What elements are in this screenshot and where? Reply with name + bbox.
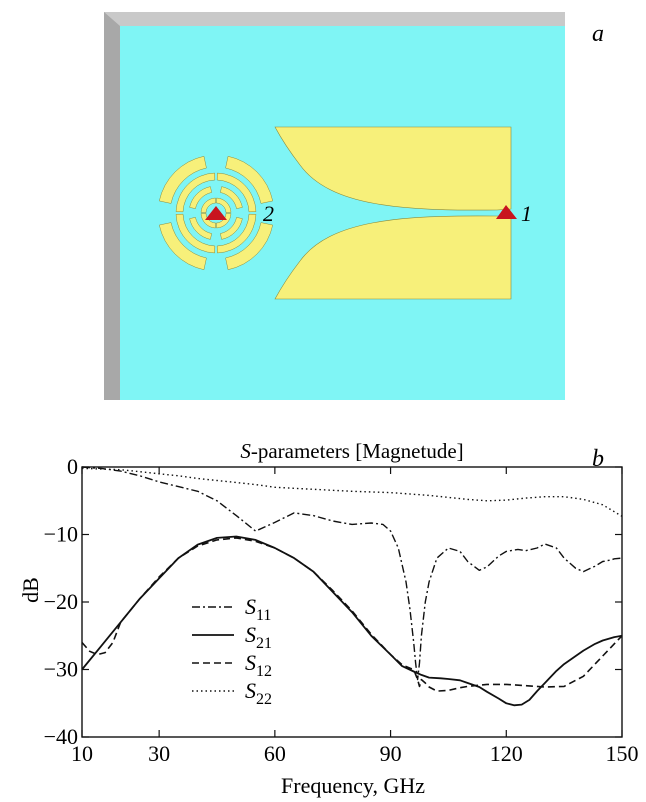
plot-frame	[81, 466, 623, 738]
substrate-bevel-left	[104, 12, 120, 400]
series-line-s21	[81, 535, 623, 707]
x-tick-label: 60	[264, 741, 286, 766]
ring-segment	[175, 172, 216, 213]
antenna-layout-panel: 1 2 a	[104, 12, 604, 400]
series-lines	[81, 466, 623, 707]
ring-segment	[225, 222, 274, 271]
series-line-s11	[81, 466, 623, 681]
y-tick-label: −10	[44, 522, 78, 547]
ring-segment	[200, 197, 216, 213]
chart-title-text: S-parameters [Magnetude]	[240, 439, 463, 463]
legend-label-s11: S11	[245, 594, 271, 624]
panel-a-label: a	[592, 21, 604, 47]
series-line-s12	[81, 537, 623, 692]
y-tick-label: −40	[44, 724, 78, 749]
ring-segment	[216, 213, 232, 229]
ring-segment	[158, 155, 207, 204]
port-2-marker	[205, 206, 227, 220]
ring-segment	[216, 172, 257, 213]
ring-segment	[158, 222, 207, 271]
x-tick-label: 120	[490, 741, 523, 766]
slot-ring-antenna	[158, 155, 274, 271]
x-tick-label: 150	[606, 741, 639, 766]
y-tick-label: 0	[67, 454, 78, 479]
ring-segment	[225, 155, 274, 204]
vivaldi-upper-arm	[274, 126, 512, 211]
ring-segment	[175, 213, 216, 254]
ring-segment	[200, 213, 216, 229]
ring-segment	[189, 186, 212, 209]
vivaldi-lower-arm	[274, 215, 512, 300]
y-tick-label: −30	[44, 657, 78, 682]
axis-ticks: 10 30 60 90 120 150 0 −10 −20 −30 −40	[44, 454, 639, 766]
ring-segment	[216, 197, 232, 213]
x-tick-label: 90	[380, 741, 402, 766]
port-1-label: 1	[521, 201, 532, 226]
legend-label-s22: S22	[245, 678, 272, 708]
x-tick-label: 30	[148, 741, 170, 766]
ring-segment	[220, 217, 243, 240]
panel-b-label: b	[592, 446, 604, 472]
y-axis-label: dB	[18, 577, 43, 603]
ring-segment	[189, 217, 212, 240]
y-tick-label: −20	[44, 589, 78, 614]
ring-segment	[220, 186, 243, 209]
x-axis-label: Frequency, GHz	[281, 773, 425, 798]
x-tick-label: 10	[71, 741, 93, 766]
legend-label-s21: S21	[245, 622, 272, 652]
chart-title: S-parameters [Magnetude]	[240, 439, 463, 463]
port-1-marker	[496, 205, 517, 219]
substrate	[120, 26, 565, 400]
ring-segment	[216, 213, 257, 254]
legend-label-s12: S12	[245, 650, 272, 680]
port-2-label: 2	[263, 201, 274, 226]
series-line-s22	[81, 467, 623, 517]
